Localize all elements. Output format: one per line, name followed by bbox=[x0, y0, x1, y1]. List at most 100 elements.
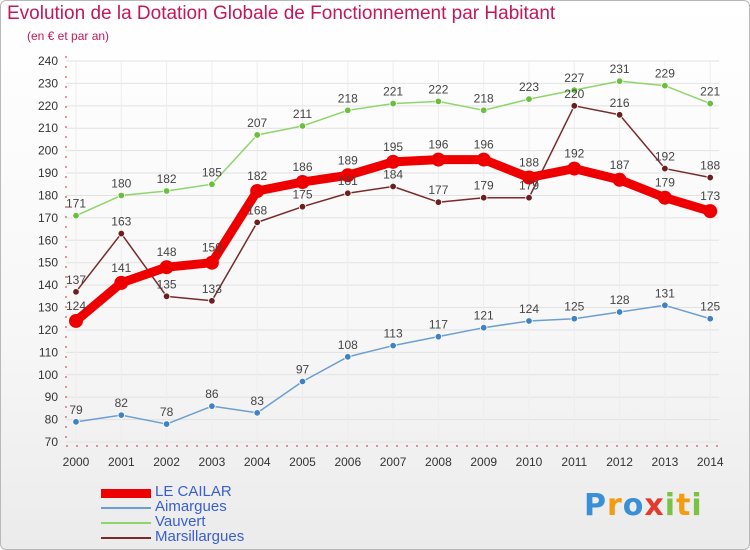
point-aimargues bbox=[525, 317, 533, 325]
data-label-le-cailar: 196 bbox=[428, 138, 448, 152]
grid bbox=[66, 60, 719, 443]
data-label-vauvert: 229 bbox=[655, 67, 675, 81]
point-aimargues bbox=[298, 377, 307, 386]
data-label-marsillargues: 179 bbox=[474, 179, 494, 193]
point-vauvert bbox=[344, 106, 352, 115]
y-tick-label: 210 bbox=[38, 121, 58, 135]
legend-item-le-cailar: LE CAILAR bbox=[101, 484, 341, 500]
data-label-marsillargues: 135 bbox=[157, 277, 177, 291]
data-label-vauvert: 227 bbox=[564, 71, 584, 85]
x-tick-label: 2005 bbox=[289, 455, 316, 469]
y-tick-label: 80 bbox=[45, 413, 59, 427]
series-group bbox=[69, 77, 718, 428]
logo-letter: P bbox=[584, 488, 607, 523]
y-tick-label: 150 bbox=[38, 256, 58, 270]
legend-label-aimargues: Aimargues bbox=[155, 498, 227, 515]
data-labels: 171 180 182 185 207 211 218 221 222 218 223 227 231 2… bbox=[66, 62, 721, 419]
point-le-cailar bbox=[476, 152, 491, 167]
data-label-le-cailar: 150 bbox=[202, 241, 222, 255]
y-tick-label: 180 bbox=[38, 188, 58, 202]
x-tick-label: 2011 bbox=[561, 455, 587, 469]
data-label-aimargues: 117 bbox=[429, 318, 448, 332]
point-marsillargues bbox=[706, 173, 714, 182]
y-tick-label: 200 bbox=[38, 144, 58, 158]
data-label-marsillargues: 163 bbox=[111, 215, 131, 229]
legend-item-marsillargues: Marsillargues bbox=[101, 529, 341, 545]
data-label-le-cailar: 189 bbox=[338, 153, 358, 167]
x-tick-label: 2008 bbox=[425, 455, 452, 469]
point-le-cailar bbox=[69, 313, 83, 328]
data-label-le-cailar: 141 bbox=[111, 261, 131, 275]
point-vauvert bbox=[434, 97, 443, 106]
point-aimargues bbox=[389, 341, 397, 350]
x-tick-label: 2012 bbox=[606, 455, 633, 469]
data-label-marsillargues: 175 bbox=[292, 188, 312, 202]
data-label-vauvert: 185 bbox=[202, 165, 222, 179]
point-aimargues bbox=[162, 420, 171, 428]
data-label-marsillargues: 184 bbox=[383, 168, 403, 182]
data-label-vauvert: 182 bbox=[157, 172, 177, 186]
data-label-le-cailar: 179 bbox=[655, 176, 675, 190]
point-le-cailar bbox=[114, 275, 129, 290]
data-label-marsillargues: 137 bbox=[66, 273, 86, 287]
point-vauvert bbox=[253, 131, 261, 139]
point-marsillargues bbox=[208, 297, 216, 305]
logo-letter: i bbox=[664, 488, 677, 523]
point-marsillargues bbox=[434, 198, 443, 206]
data-label-le-cailar: 196 bbox=[474, 138, 494, 152]
chart-title: Evolution de la Dotation Globale de Fonc… bbox=[7, 3, 556, 24]
point-aimargues bbox=[570, 315, 578, 323]
legend-swatch-le-cailar bbox=[101, 489, 151, 498]
data-label-le-cailar: 188 bbox=[519, 156, 539, 170]
x-tick-label: 2002 bbox=[153, 455, 180, 469]
point-marsillargues bbox=[480, 194, 488, 202]
point-le-cailar bbox=[295, 175, 310, 190]
legend-item-aimargues: Aimargues bbox=[101, 498, 341, 515]
point-marsillargues bbox=[298, 202, 307, 211]
point-marsillargues bbox=[661, 164, 669, 173]
legend-label-vauvert: Vauvert bbox=[155, 513, 206, 530]
point-le-cailar bbox=[204, 255, 219, 270]
point-le-cailar bbox=[522, 170, 536, 185]
point-vauvert bbox=[615, 77, 624, 85]
point-aimargues bbox=[434, 332, 443, 341]
data-label-aimargues: 97 bbox=[296, 362, 310, 376]
y-tick-label: 90 bbox=[45, 390, 59, 404]
point-aimargues bbox=[344, 353, 352, 361]
point-le-cailar bbox=[340, 168, 355, 183]
x-tick-label: 2006 bbox=[334, 455, 361, 469]
data-label-marsillargues: 220 bbox=[564, 87, 584, 101]
point-aimargues bbox=[208, 402, 216, 410]
data-label-aimargues: 78 bbox=[160, 405, 174, 419]
data-label-vauvert: 211 bbox=[293, 107, 312, 121]
x-tick-label: 2014 bbox=[697, 455, 724, 469]
point-le-cailar bbox=[386, 154, 401, 169]
data-label-marsillargues: 179 bbox=[519, 179, 539, 193]
point-le-cailar bbox=[567, 161, 582, 176]
y-tick-label: 160 bbox=[38, 233, 58, 247]
data-label-le-cailar: 173 bbox=[700, 189, 720, 203]
legend-swatch-aimargues bbox=[101, 507, 151, 509]
data-label-vauvert: 222 bbox=[428, 82, 448, 96]
data-label-aimargues: 79 bbox=[69, 403, 83, 417]
data-label-marsillargues: 192 bbox=[655, 150, 675, 164]
data-label-aimargues: 125 bbox=[564, 300, 584, 314]
data-label-vauvert: 218 bbox=[474, 91, 494, 105]
point-aimargues bbox=[72, 418, 80, 426]
point-vauvert bbox=[162, 187, 171, 195]
data-label-vauvert: 207 bbox=[247, 116, 267, 130]
chart-subtitle: (en € et par an) bbox=[27, 29, 110, 43]
logo-letter: t bbox=[676, 488, 692, 523]
data-label-aimargues: 121 bbox=[474, 309, 494, 323]
point-marsillargues bbox=[570, 102, 578, 110]
y-tick-label: 240 bbox=[38, 54, 58, 68]
point-vauvert bbox=[72, 211, 80, 220]
data-label-le-cailar: 195 bbox=[383, 140, 403, 154]
data-label-le-cailar: 182 bbox=[247, 169, 267, 183]
data-label-aimargues: 108 bbox=[338, 338, 358, 352]
point-vauvert bbox=[117, 191, 125, 200]
y-tick-label: 120 bbox=[38, 323, 58, 337]
y-tick-label: 110 bbox=[39, 345, 58, 359]
data-label-aimargues: 128 bbox=[610, 293, 630, 307]
